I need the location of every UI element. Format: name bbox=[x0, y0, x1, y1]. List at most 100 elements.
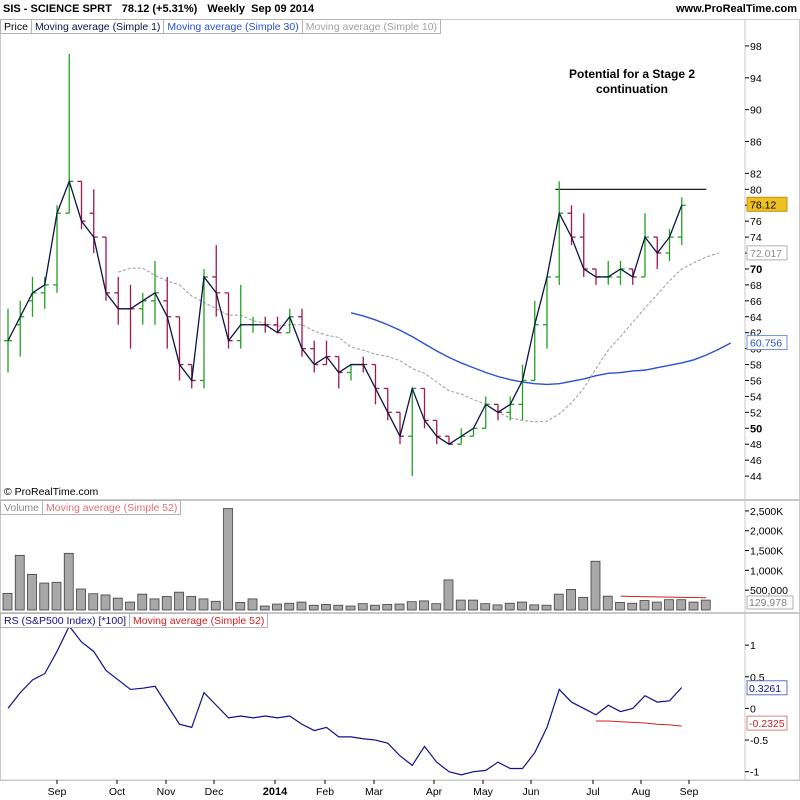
price-y-tick-label: 44 bbox=[750, 471, 762, 483]
price-y-tick-label: 48 bbox=[750, 439, 762, 451]
annotation-line-1: Potential for a Stage 2 bbox=[569, 67, 695, 81]
volume-y-tick-label: 2,500K bbox=[750, 506, 783, 518]
volume-bar bbox=[394, 603, 405, 611]
annotation-line-2: continuation bbox=[596, 82, 668, 96]
volume-bar bbox=[370, 604, 380, 611]
rs-y-tick-label: -1 bbox=[750, 767, 759, 779]
volume-bar bbox=[590, 560, 601, 611]
volume-bar bbox=[223, 508, 233, 611]
price-y-tick-label: 56 bbox=[750, 375, 762, 387]
price-y-tick-label: 76 bbox=[750, 216, 762, 228]
volume-bar bbox=[664, 599, 674, 611]
legend-rs-ma[interactable]: Moving average (Simple 52) bbox=[130, 613, 269, 628]
ma10-value-badge-box bbox=[746, 245, 788, 261]
volume-bar bbox=[602, 595, 613, 611]
volume-bar bbox=[419, 600, 429, 611]
price-y-tick-label: 70 bbox=[750, 264, 762, 276]
rs-line bbox=[7, 625, 683, 776]
chart-header: SIS - SCIENCE SPRT 78.12 (+5.31%) Weekly S… bbox=[0, 0, 800, 20]
legend-ma1[interactable]: Moving average (Simple 1) bbox=[31, 19, 165, 34]
volume-bar bbox=[235, 602, 246, 611]
volume-bar bbox=[382, 604, 393, 611]
rs-y-tick-label: 0 bbox=[750, 703, 756, 715]
ma30-value-badge: 60.756 bbox=[750, 338, 782, 350]
volume-bar bbox=[149, 598, 160, 611]
x-tick-label: Dec bbox=[205, 786, 224, 798]
x-tick-label: Sep bbox=[48, 786, 67, 798]
symbol-name: SIS - SCIENCE SPRT bbox=[3, 3, 112, 15]
volume-legend: Volume Moving average (Simple 52) bbox=[0, 500, 182, 515]
header-title: SIS - SCIENCE SPRT 78.12 (+5.31%) Weekly S… bbox=[3, 3, 314, 15]
volume-bar bbox=[333, 604, 344, 611]
last-price-badge: 78.12 bbox=[750, 199, 776, 211]
volume-bar bbox=[63, 552, 74, 611]
volume-bar bbox=[174, 591, 184, 611]
volume-bar bbox=[431, 603, 442, 611]
price-legend: Price Moving average (Simple 1) Moving a… bbox=[0, 19, 442, 34]
rs-ma-value-box bbox=[746, 715, 788, 731]
volume-bar bbox=[51, 581, 62, 611]
volume-bar bbox=[578, 596, 589, 611]
volume-panel-frame bbox=[0, 500, 800, 613]
ma10-line bbox=[118, 252, 719, 423]
volume-bar bbox=[566, 588, 576, 611]
price-y-tick-label: 80 bbox=[750, 184, 762, 196]
volume-y-tick-label: 1,500K bbox=[750, 546, 783, 558]
legend-rs[interactable]: RS (S&P500 Index) [*100] bbox=[0, 613, 130, 628]
x-tick-label: Feb bbox=[316, 786, 334, 798]
volume-bar bbox=[517, 601, 527, 611]
rs-ma-value-badge: -0.2325 bbox=[749, 718, 785, 730]
volume-bar bbox=[455, 599, 466, 611]
ma10-value-badge: 72.017 bbox=[750, 248, 782, 260]
volume-bar bbox=[345, 605, 356, 611]
volume-bar bbox=[100, 594, 111, 611]
legend-price[interactable]: Price bbox=[0, 19, 32, 34]
price-y-tick-label: 62 bbox=[750, 328, 762, 340]
x-tick-label: Jul bbox=[586, 786, 599, 798]
site-link[interactable]: www.ProRealTime.com bbox=[675, 3, 797, 15]
last-price-badge-box bbox=[746, 196, 788, 212]
legend-ma30[interactable]: Moving average (Simple 30) bbox=[164, 19, 303, 34]
x-tick-label: Nov bbox=[157, 786, 176, 798]
x-tick-label: Mar bbox=[365, 786, 384, 798]
close-line bbox=[7, 179, 683, 445]
price-y-tick-label: 74 bbox=[750, 232, 762, 244]
volume-bar bbox=[627, 602, 638, 611]
volume-bar bbox=[651, 601, 662, 611]
volume-bar bbox=[39, 582, 50, 611]
volume-value-badge: 129,978 bbox=[749, 597, 787, 609]
price-y-tick-label: 98 bbox=[750, 41, 762, 53]
price-y-tick-label: 50 bbox=[750, 423, 762, 435]
volume-bar bbox=[137, 593, 148, 611]
x-tick-label: Aug bbox=[632, 786, 651, 798]
x-tick-label: 2014 bbox=[263, 786, 288, 798]
volume-bar bbox=[504, 602, 515, 611]
x-tick-label: Jun bbox=[523, 786, 540, 798]
volume-bar bbox=[639, 600, 650, 611]
volume-bar bbox=[76, 588, 86, 611]
legend-volume-ma[interactable]: Moving average (Simple 52) bbox=[43, 500, 182, 515]
volume-bar bbox=[357, 603, 368, 611]
volume-bar bbox=[14, 554, 25, 611]
price-y-tick-label: 68 bbox=[750, 280, 762, 292]
legend-ma10[interactable]: Moving average (Simple 10) bbox=[302, 19, 442, 34]
period-label: Weekly bbox=[207, 3, 246, 15]
ma30-value-badge-box bbox=[746, 335, 788, 351]
volume-bar bbox=[321, 604, 331, 611]
volume-bar bbox=[553, 593, 564, 611]
volume-bar bbox=[198, 598, 209, 611]
volume-bar bbox=[88, 593, 99, 611]
volume-bar bbox=[615, 602, 625, 611]
rs-y-tick-label: 1 bbox=[750, 640, 756, 652]
volume-bar bbox=[2, 592, 13, 611]
volume-bar bbox=[259, 605, 270, 611]
rs-legend: RS (S&P500 Index) [*100] Moving average … bbox=[0, 613, 269, 628]
legend-volume[interactable]: Volume bbox=[0, 500, 44, 515]
price-y-tick-label: 54 bbox=[750, 391, 762, 403]
x-tick-label: Oct bbox=[109, 786, 125, 798]
volume-bar bbox=[308, 604, 319, 611]
volume-bar bbox=[186, 596, 197, 611]
price-y-tick-label: 94 bbox=[750, 73, 762, 85]
volume-bar bbox=[247, 598, 258, 611]
